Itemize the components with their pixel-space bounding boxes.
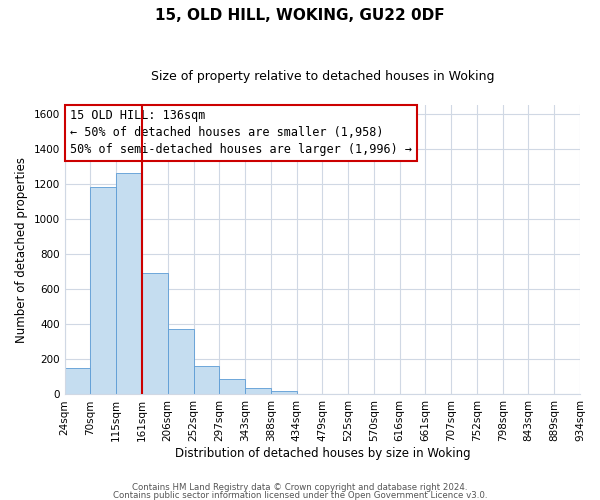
X-axis label: Distribution of detached houses by size in Woking: Distribution of detached houses by size … [175, 447, 470, 460]
Bar [271, 391, 296, 394]
Text: Contains HM Land Registry data © Crown copyright and database right 2024.: Contains HM Land Registry data © Crown c… [132, 484, 468, 492]
Text: Contains public sector information licensed under the Open Government Licence v3: Contains public sector information licen… [113, 490, 487, 500]
Y-axis label: Number of detached properties: Number of detached properties [15, 156, 28, 342]
Bar [245, 388, 271, 394]
Bar [116, 174, 142, 394]
Bar [168, 328, 193, 394]
Bar [219, 378, 245, 394]
Text: 15, OLD HILL, WOKING, GU22 0DF: 15, OLD HILL, WOKING, GU22 0DF [155, 8, 445, 22]
Bar [91, 188, 116, 394]
Title: Size of property relative to detached houses in Woking: Size of property relative to detached ho… [151, 70, 494, 83]
Bar [65, 368, 91, 394]
Bar [193, 366, 219, 394]
Bar [142, 274, 168, 394]
Text: 15 OLD HILL: 136sqm
← 50% of detached houses are smaller (1,958)
50% of semi-det: 15 OLD HILL: 136sqm ← 50% of detached ho… [70, 110, 412, 156]
